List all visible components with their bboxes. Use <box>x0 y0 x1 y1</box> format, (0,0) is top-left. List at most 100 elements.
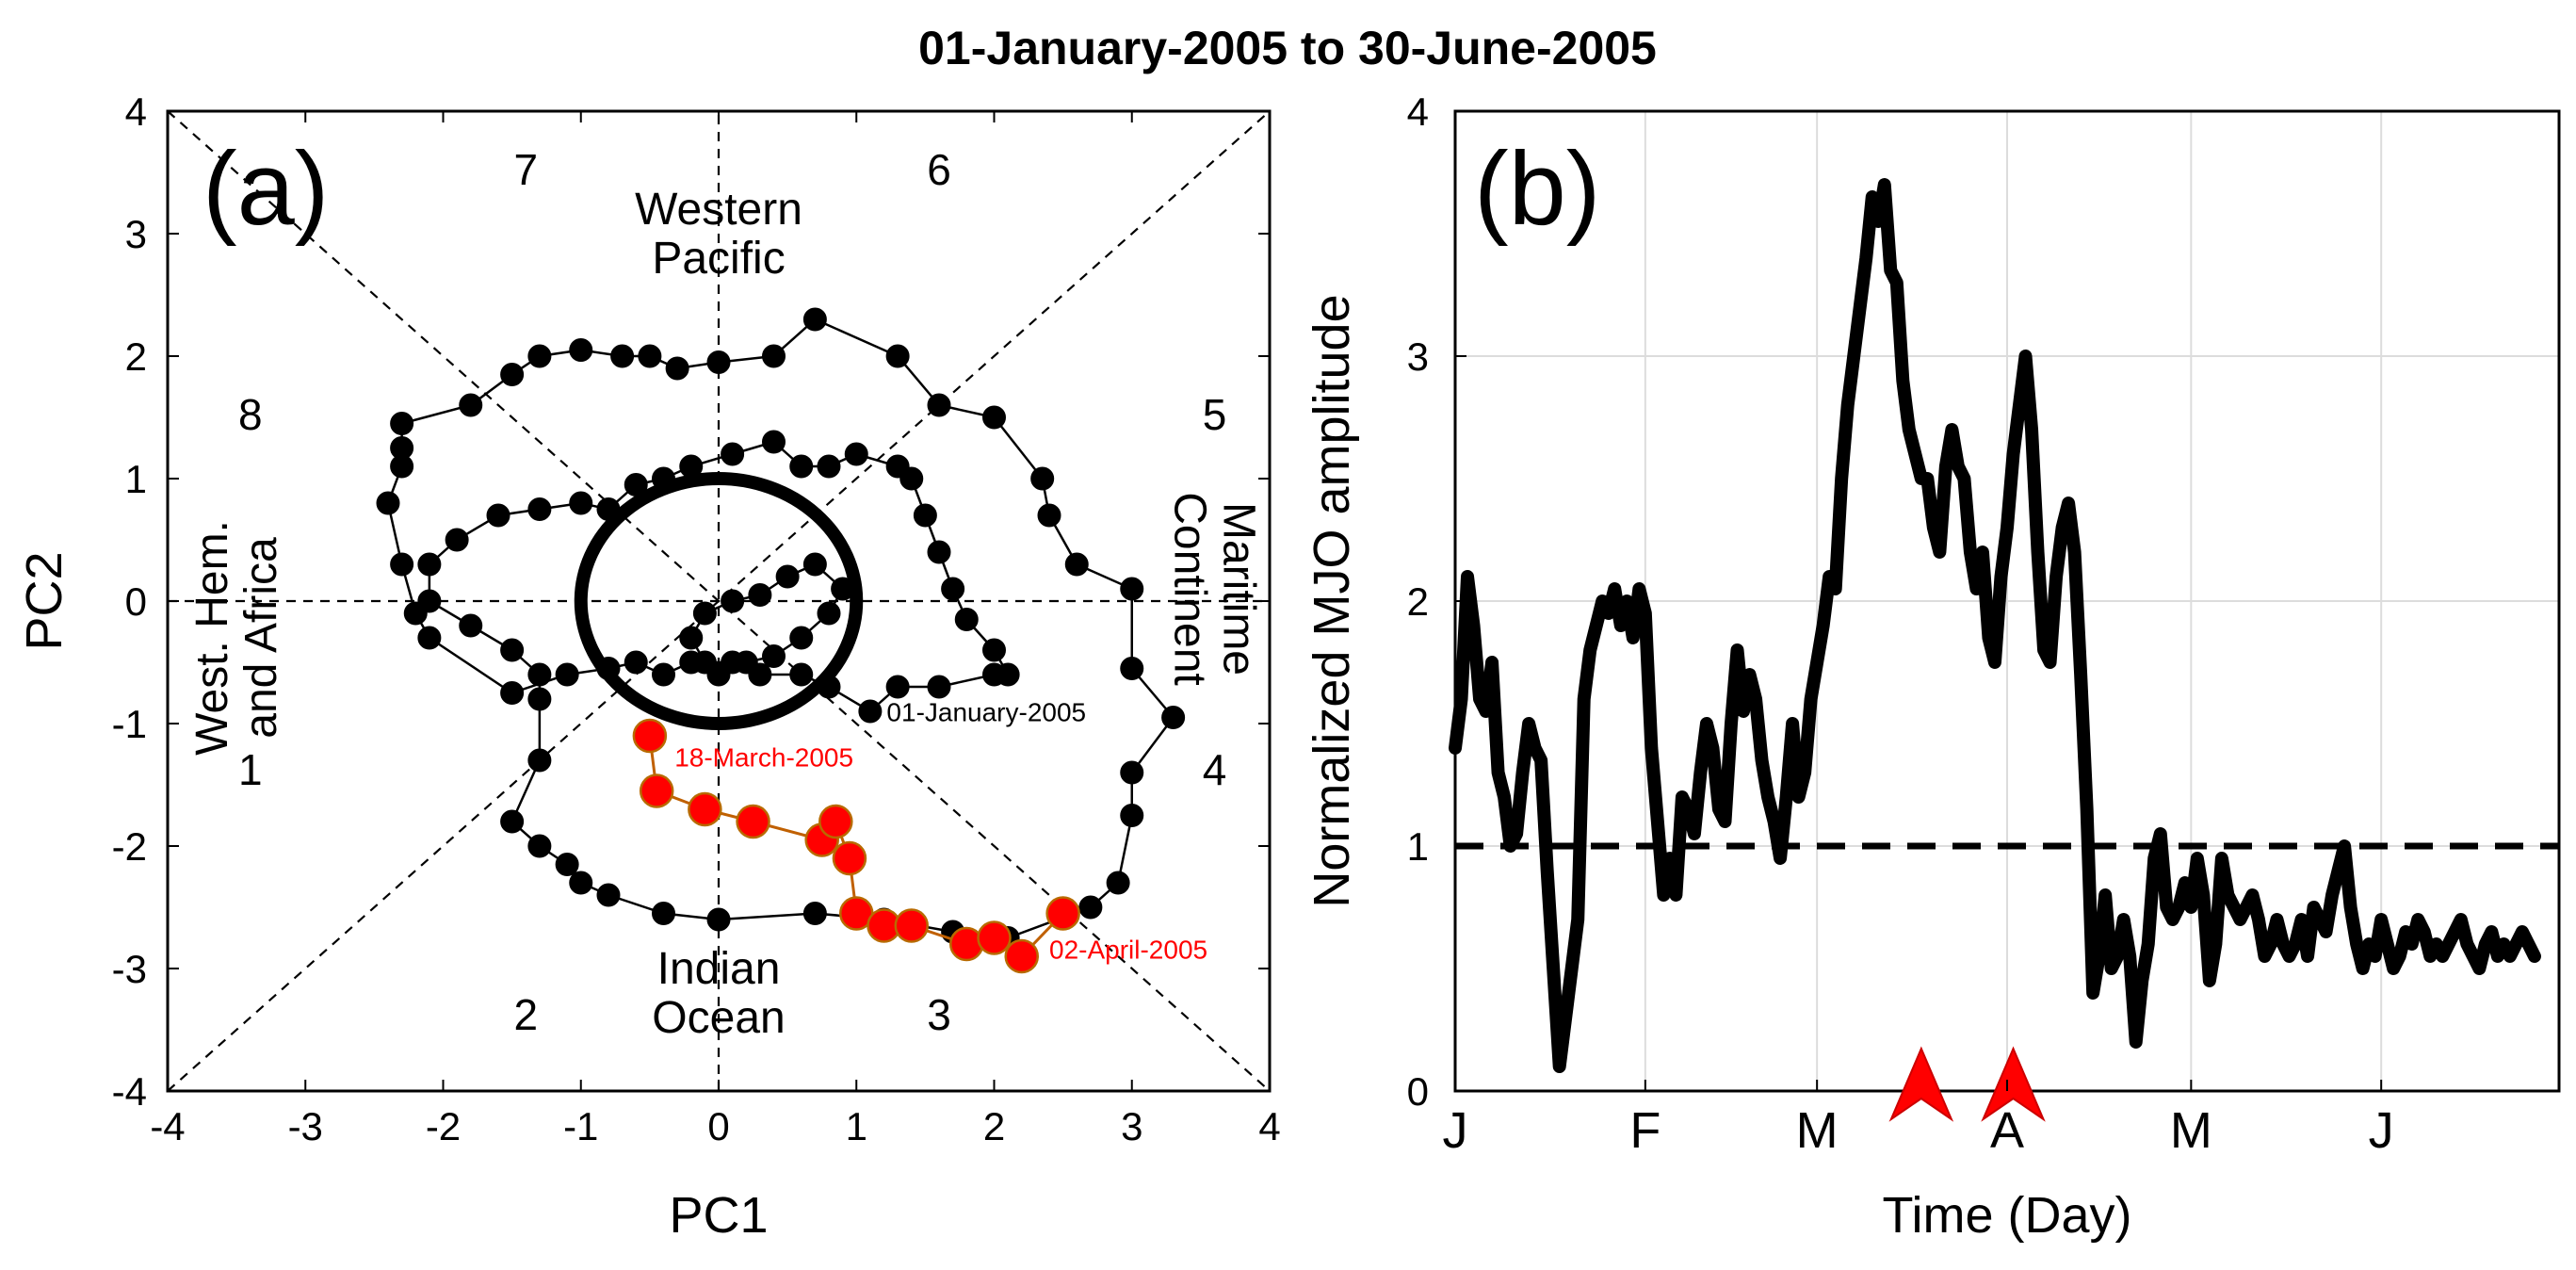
region-label: Western Pacific <box>635 185 802 284</box>
x-tick-label: M <box>1796 1102 1839 1159</box>
region-label-line: West. Hem. <box>187 520 237 756</box>
trajectory-point <box>596 883 621 907</box>
trajectory-point <box>831 577 855 601</box>
trajectory-series <box>376 307 1186 950</box>
trajectory-point <box>899 466 924 491</box>
y-tick-labels: 0 1 2 3 4 <box>1407 90 1466 1114</box>
x-tick-label: 0 <box>707 1104 729 1148</box>
date-markers <box>1888 1046 2046 1122</box>
trajectory-point <box>459 393 483 417</box>
trajectory-point <box>885 344 910 368</box>
region-label-line: Ocean <box>652 993 785 1043</box>
unit-circle-outline <box>574 472 864 730</box>
trajectory-point <box>390 436 414 460</box>
region-label-line: and Africa <box>236 537 286 739</box>
x-tick-label: J <box>1443 1102 1468 1159</box>
trajectory-point <box>527 344 552 368</box>
trajectory-point <box>679 650 704 675</box>
trajectory-point <box>802 307 827 332</box>
y-axis-label-b: Normalized MJO amplitude <box>1304 294 1360 907</box>
trajectory-point <box>721 589 745 613</box>
trajectory-point <box>555 853 579 876</box>
trajectory-point <box>596 497 621 521</box>
trajectory-point <box>569 871 593 895</box>
trajectory-point <box>486 503 510 528</box>
panel-b-amplitude-timeseries: J F M A M J 0 1 2 3 4 (b) Time (Day) Normalized M… <box>1304 90 2561 1244</box>
x-tick-label: -1 <box>563 1104 598 1148</box>
y-tick-label: -2 <box>112 824 147 869</box>
trajectory-point <box>706 662 731 687</box>
unit-circle <box>574 472 864 730</box>
trajectory-point <box>762 430 786 454</box>
panel-a-phase-diagram: 1 2 3 4 5 6 7 8 Western Pacific Indian Ocean West. … <box>16 90 1281 1244</box>
y-tick-label: 4 <box>1407 90 1429 134</box>
phase-label: 8 <box>238 390 263 439</box>
trajectory-point <box>734 650 758 675</box>
date-annotations: 01-January-2005 18-March-2005 02-April-200… <box>674 697 1207 964</box>
region-labels: Western Pacific Indian Ocean West. Hem.and A… <box>187 185 1263 1043</box>
trajectory-point <box>1120 804 1144 827</box>
x-tick-labels: -4 -3 -2 -1 0 1 2 3 4 <box>150 111 1281 1148</box>
trajectory-point <box>652 466 675 491</box>
highlight-point <box>632 718 668 754</box>
region-label-line: Continent <box>1165 492 1215 685</box>
trajectory-point <box>706 907 731 932</box>
highlight-point <box>639 773 674 808</box>
trajectory-point <box>652 662 675 687</box>
date-marker-arrow <box>1888 1046 1954 1122</box>
trajectory-point <box>376 491 400 515</box>
trajectory-point <box>1064 552 1089 577</box>
trajectory-point <box>417 552 442 577</box>
trajectory-point <box>982 638 1006 662</box>
trajectory-point <box>527 662 552 687</box>
highlight-point <box>977 920 1012 955</box>
trajectory-point <box>858 699 883 724</box>
trajectory-point <box>638 344 662 368</box>
trajectory-point <box>789 454 814 479</box>
date-annotation: 02-April-2005 <box>1049 936 1207 965</box>
trajectory-point <box>390 552 414 577</box>
trajectory-point <box>459 613 483 638</box>
trajectory-point <box>954 608 979 631</box>
phase-label: 6 <box>927 145 951 194</box>
date-annotation: 18-March-2005 <box>674 743 853 773</box>
trajectory-point <box>762 644 786 668</box>
phase-label: 7 <box>513 145 538 194</box>
region-label-line: Western <box>635 185 802 235</box>
trajectory-point <box>885 675 910 699</box>
highlight-point <box>894 908 929 943</box>
figure-title: 01-January-2005 to 30-June-2005 <box>918 22 1657 74</box>
y-tick-label: 1 <box>1407 824 1429 869</box>
y-tick-label: 2 <box>125 334 147 379</box>
trajectory-point <box>941 577 965 601</box>
trajectory-point <box>802 552 827 577</box>
trajectory-point <box>679 626 704 650</box>
trajectory-point <box>706 350 731 374</box>
phase-labels: 1 2 3 4 5 6 7 8 <box>238 145 1226 1039</box>
x-tick-label: -3 <box>288 1104 323 1148</box>
trajectory-point <box>913 503 937 528</box>
x-tick-label: -4 <box>150 1104 185 1148</box>
x-axis-label-b: Time (Day) <box>1883 1187 2132 1244</box>
trajectory-point <box>721 442 745 466</box>
trajectory-point <box>1030 466 1055 491</box>
y-tick-label: -4 <box>112 1069 147 1114</box>
trajectory-point <box>692 601 717 626</box>
region-label: West. Hem.and Africa <box>187 520 286 756</box>
x-tick-label: 3 <box>1121 1104 1142 1148</box>
trajectory-point <box>1120 577 1144 601</box>
phase-label: 3 <box>927 990 951 1039</box>
trajectory-point <box>665 356 689 381</box>
x-tick-label: J <box>2369 1102 2394 1159</box>
trajectory-point <box>652 902 675 925</box>
y-axis-label-a: PC2 <box>16 551 73 650</box>
trajectory-point <box>390 412 414 435</box>
trajectory-point <box>527 497 552 521</box>
trajectory-point <box>500 638 525 662</box>
trajectory-point <box>817 601 841 626</box>
x-tick-label: 1 <box>846 1104 867 1148</box>
highlight-series <box>632 718 1080 974</box>
y-tick-labels: 4 3 2 1 0 -1 -2 -3 -4 <box>112 90 1270 1114</box>
